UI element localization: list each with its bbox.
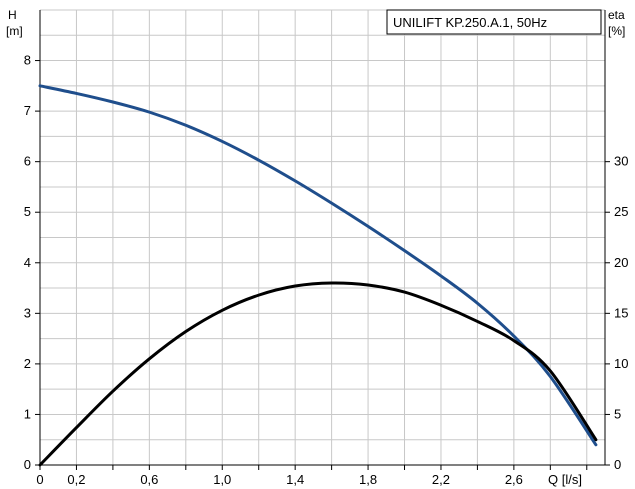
x-tick-label: 1,8 — [359, 472, 377, 487]
chart-title: UNILIFT KP.250.A.1, 50Hz — [393, 15, 547, 30]
grid — [40, 9, 605, 465]
x-tick-label: 0,2 — [67, 472, 85, 487]
right-tick-label: 5 — [614, 406, 621, 421]
left-tick-label: 3 — [24, 305, 31, 320]
right-tick-label: 20 — [614, 255, 628, 270]
left-tick-label: 5 — [24, 204, 31, 219]
x-tick-label: 1,0 — [213, 472, 231, 487]
series — [38, 84, 598, 467]
title-box — [386, 9, 602, 35]
left-tick-label: 4 — [24, 255, 31, 270]
left-axis-label: H — [8, 8, 17, 22]
left-tick-label: 6 — [24, 154, 31, 169]
left-axis-unit: [m] — [6, 24, 23, 38]
right-axis-unit: [%] — [608, 24, 625, 38]
right-tick-label: 0 — [614, 457, 621, 472]
right-tick-label: 15 — [614, 305, 628, 320]
left-tick-label: 8 — [24, 53, 31, 68]
right-tick-label: 25 — [614, 204, 628, 219]
x-tick-label: 2,6 — [505, 472, 523, 487]
x-axis-label: Q [l/s] — [548, 472, 582, 487]
right-tick-label: 10 — [614, 356, 628, 371]
x-tick-label: 1,4 — [286, 472, 304, 487]
x-tick-label: 2,2 — [432, 472, 450, 487]
head-curve — [38, 84, 598, 447]
efficiency-curve — [38, 281, 598, 467]
right-tick-label: 30 — [614, 154, 628, 169]
ticks: 0 1 2 3 4 5 6 7 8 0 5 10 15 20 25 30 0 0,2 0,6 1,0 1,4 1,8 2,2… — [24, 53, 629, 487]
left-tick-label: 0 — [24, 457, 31, 472]
x-tick-label: 0 — [36, 472, 43, 487]
right-axis-label: eta — [608, 8, 625, 22]
left-tick-label: 7 — [24, 103, 31, 118]
left-tick-label: 2 — [24, 356, 31, 371]
left-tick-label: 1 — [24, 406, 31, 421]
x-tick-label: 0,6 — [140, 472, 158, 487]
